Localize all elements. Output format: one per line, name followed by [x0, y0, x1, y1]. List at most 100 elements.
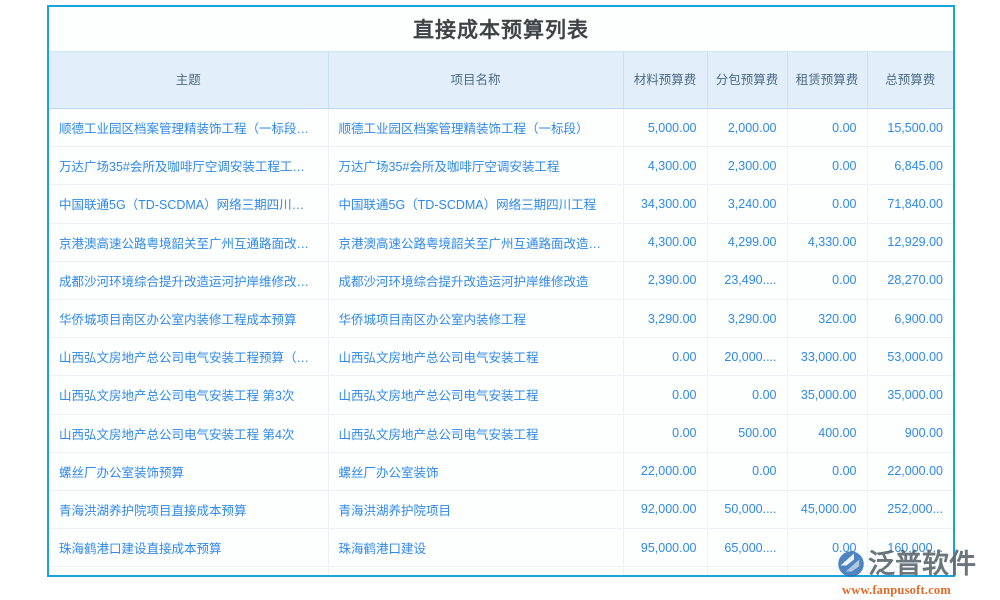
table-row[interactable]: 山西弘文房地产总公司电气安装工程 第3次 山西弘文房地产总公司电气安装工程 0.00… [49, 375, 953, 415]
column-header-material[interactable]: 材料预算费 [623, 52, 708, 109]
cell-subject[interactable]: 长春市伊通河水力发电厂改建工程直接成本… [49, 566, 329, 575]
cell-lease: 35,000.00 [787, 375, 868, 415]
cell-lease: 400.00 [787, 414, 868, 453]
cell-subcontract: 20,000.... [707, 337, 788, 377]
table-row[interactable]: 成都沙河环境综合提升改造运河护岸维修改… 成都沙河环境综合提升改造运河护岸维修改造… [49, 261, 953, 300]
cell-lease: 0.00 [787, 261, 868, 300]
table-row[interactable]: 螺丝厂办公室装饰预算 螺丝厂办公室装饰 22,000.00 0.00 0.00 22,00… [49, 452, 953, 491]
cell-total: 160,000... [867, 528, 953, 568]
cell-subcontract: 0.00 [707, 375, 788, 415]
column-header-total[interactable]: 总预算费 [867, 52, 953, 109]
cell-material: 4,300.00 [623, 146, 708, 186]
cell-material: 95,000.00 [623, 528, 708, 568]
cell-subject[interactable]: 青海洪湖养护院项目直接成本预算 [49, 490, 329, 530]
cell-total: 252,000... [867, 490, 953, 530]
cell-subject[interactable]: 珠海鹤港口建设直接成本预算 [49, 528, 329, 568]
column-header-project[interactable]: 项目名称 [328, 52, 624, 109]
table-row[interactable]: 华侨城项目南区办公室内装修工程成本预算 华侨城项目南区办公室内装修工程 3,290.… [49, 299, 953, 339]
cell-subject[interactable]: 成都沙河环境综合提升改造运河护岸维修改… [49, 261, 329, 300]
cell-project[interactable]: 山西弘文房地产总公司电气安装工程 [328, 414, 624, 453]
cell-subcontract: 2,000.00 [707, 108, 788, 148]
table-row[interactable]: 珠海鹤港口建设直接成本预算 珠海鹤港口建设 95,000.00 65,000.... 0… [49, 528, 953, 568]
cell-project[interactable]: 长春市伊通河水力发电厂改建工程 [328, 566, 624, 575]
cell-total: 15,500.00 [867, 108, 953, 148]
cell-project[interactable]: 中国联通5G（TD-SCDMA）网络三期四川工程 [328, 184, 624, 224]
cell-subject[interactable]: 山西弘文房地产总公司电气安装工程 第3次 [49, 375, 329, 415]
cell-total: 28,270.00 [867, 261, 953, 300]
cell-subject[interactable]: 山西弘文房地产总公司电气安装工程预算（… [49, 337, 329, 377]
cell-material: 22,000.00 [623, 452, 708, 491]
cell-material: 92,000.00 [623, 490, 708, 530]
page-title: 直接成本预算列表 [413, 19, 589, 42]
cell-material: 2,390.00 [623, 261, 708, 300]
cell-subject[interactable]: 山西弘文房地产总公司电气安装工程 第4次 [49, 414, 329, 453]
cell-total: 35,000.00 [867, 375, 953, 415]
cell-material: 34,300.00 [623, 184, 708, 224]
cell-lease: 0.00 [787, 452, 868, 491]
cell-project[interactable]: 京港澳高速公路粤境韶关至广州互通路面改造… [328, 223, 624, 262]
cell-lease: 0.00 [787, 108, 868, 148]
cell-subject[interactable]: 顺德工业园区档案管理精装饰工程（一标段… [49, 108, 329, 148]
cell-project[interactable]: 成都沙河环境综合提升改造运河护岸维修改造 [328, 261, 624, 300]
cell-subcontract: 500.00 [707, 414, 788, 453]
table-header-row: 主题 项目名称 材料预算费 分包预算费 租赁预算费 总预算费 [49, 52, 953, 109]
cell-subcontract: 50,000.... [707, 490, 788, 530]
table-row[interactable]: 万达广场35#会所及咖啡厅空调安装工程工… 万达广场35#会所及咖啡厅空调安装工程… [49, 146, 953, 186]
table-row[interactable]: 山西弘文房地产总公司电气安装工程预算（… 山西弘文房地产总公司电气安装工程 0.00… [49, 337, 953, 377]
cell-project[interactable]: 珠海鹤港口建设 [328, 528, 624, 568]
cell-subcontract: 23,490.... [707, 261, 788, 300]
table-row[interactable]: 长春市伊通河水力发电厂改建工程直接成本…长春市伊通河水力发电厂改建工程28,33… [49, 566, 953, 575]
cell-total: 53,000.00 [867, 337, 953, 377]
cell-subcontract: 2,300.00 [707, 146, 788, 186]
cell-subcontract: 3,290.00 [707, 299, 788, 339]
table-body: 顺德工业园区档案管理精装饰工程（一标段… 顺德工业园区档案管理精装饰工程（一标段）… [49, 108, 953, 575]
cell-total: 313,780... [867, 566, 953, 575]
budget-table: 主题 项目名称 材料预算费 分包预算费 租赁预算费 总预算费 顺德工业园区档案管… [49, 52, 953, 575]
column-header-subcontract[interactable]: 分包预算费 [707, 52, 788, 109]
panel-title-bar: 直接成本预算列表 [49, 7, 953, 52]
cell-material: 0.00 [623, 375, 708, 415]
cell-subcontract: 4,299.00 [707, 223, 788, 262]
budget-list-panel: 直接成本预算列表 主题 项目名称 材料预算费 分包预算费 租赁预算费 总预算费 [47, 5, 955, 577]
cell-lease: 0.00 [787, 146, 868, 186]
cell-material: 4,300.00 [623, 223, 708, 262]
cell-subject[interactable]: 中国联通5G（TD-SCDMA）网络三期四川… [49, 184, 329, 224]
cell-subject[interactable]: 华侨城项目南区办公室内装修工程成本预算 [49, 299, 329, 339]
cell-subject[interactable]: 京港澳高速公路粤境韶关至广州互通路面改… [49, 223, 329, 262]
cell-material: 0.00 [623, 337, 708, 377]
table-row[interactable]: 顺德工业园区档案管理精装饰工程（一标段… 顺德工业园区档案管理精装饰工程（一标段）… [49, 108, 953, 148]
watermark-url: www.fanpusoft.com [842, 583, 951, 597]
cell-subcontract: 0.00 [707, 452, 788, 491]
cell-subject[interactable]: 螺丝厂办公室装饰预算 [49, 452, 329, 491]
cell-lease: 0.00 [787, 528, 868, 568]
cell-material: 28,330.00 [623, 566, 708, 575]
cell-project[interactable]: 山西弘文房地产总公司电气安装工程 [328, 375, 624, 415]
table-row[interactable]: 中国联通5G（TD-SCDMA）网络三期四川… 中国联通5G（TD-SCDMA）网… [49, 184, 953, 224]
cell-project[interactable]: 万达广场35#会所及咖啡厅空调安装工程 [328, 146, 624, 186]
cell-lease: 0.00 [787, 566, 868, 575]
cell-total: 22,000.00 [867, 452, 953, 491]
cell-project[interactable]: 青海洪湖养护院项目 [328, 490, 624, 530]
cell-project[interactable]: 山西弘文房地产总公司电气安装工程 [328, 337, 624, 377]
table-row[interactable]: 青海洪湖养护院项目直接成本预算 青海洪湖养护院项目 92,000.00 50,000.… [49, 490, 953, 530]
column-header-subject[interactable]: 主题 [49, 52, 329, 109]
table-row[interactable]: 山西弘文房地产总公司电气安装工程 第4次 山西弘文房地产总公司电气安装工程 0.00… [49, 414, 953, 453]
cell-material: 3,290.00 [623, 299, 708, 339]
cell-lease: 33,000.00 [787, 337, 868, 377]
cell-material: 0.00 [623, 414, 708, 453]
cell-total: 6,900.00 [867, 299, 953, 339]
cell-lease: 4,330.00 [787, 223, 868, 262]
cell-project[interactable]: 顺德工业园区档案管理精装饰工程（一标段） [328, 108, 624, 148]
column-header-lease[interactable]: 租赁预算费 [787, 52, 868, 109]
cell-subcontract: 3,240.00 [707, 184, 788, 224]
cell-lease: 45,000.00 [787, 490, 868, 530]
table-row[interactable]: 京港澳高速公路粤境韶关至广州互通路面改… 京港澳高速公路粤境韶关至广州互通路面改造… [49, 223, 953, 262]
cell-subject[interactable]: 万达广场35#会所及咖啡厅空调安装工程工… [49, 146, 329, 186]
cell-lease: 0.00 [787, 184, 868, 224]
cell-total: 900.00 [867, 414, 953, 453]
cell-subcontract: 65,000.... [707, 528, 788, 568]
cell-total: 12,929.00 [867, 223, 953, 262]
cell-project[interactable]: 螺丝厂办公室装饰 [328, 452, 624, 491]
cell-subcontract: 0.00 [707, 566, 788, 575]
cell-project[interactable]: 华侨城项目南区办公室内装修工程 [328, 299, 624, 339]
